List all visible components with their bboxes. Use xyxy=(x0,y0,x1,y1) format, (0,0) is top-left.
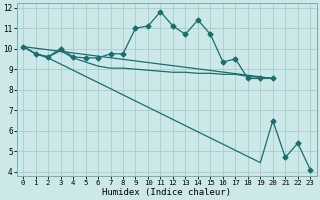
X-axis label: Humidex (Indice chaleur): Humidex (Indice chaleur) xyxy=(102,188,231,197)
